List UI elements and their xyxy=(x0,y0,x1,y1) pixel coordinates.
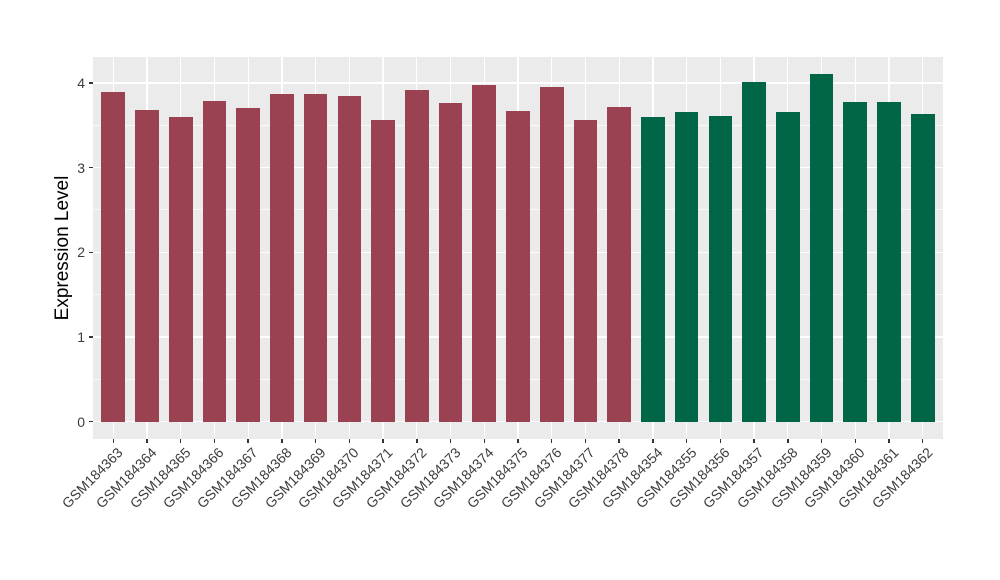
y-axis-tick-label: 4 xyxy=(77,74,85,91)
x-axis-tick-label: GSM184377 xyxy=(531,444,599,512)
bar xyxy=(809,74,834,422)
x-axis-tick xyxy=(888,439,890,443)
x-axis-tick xyxy=(483,439,485,443)
x-axis-tick xyxy=(314,439,317,443)
bar xyxy=(371,120,395,422)
x-axis-tick xyxy=(281,439,283,443)
bar xyxy=(405,90,429,422)
bar xyxy=(168,116,193,422)
x-axis-tick-label: GSM184373 xyxy=(396,444,464,512)
x-axis-tick xyxy=(719,439,722,443)
bar xyxy=(843,102,868,422)
x-axis-tick-label: GSM184354 xyxy=(598,444,666,512)
x-axis-tick-label: GSM184374 xyxy=(429,444,497,512)
x-axis-tick xyxy=(652,439,654,443)
bar xyxy=(101,92,126,422)
x-axis-tick-label: GSM184371 xyxy=(328,444,396,512)
bar xyxy=(877,102,901,422)
x-axis-tick-label: GSM184375 xyxy=(463,444,531,512)
x-axis-tick xyxy=(348,439,351,443)
x-axis-tick xyxy=(753,439,755,443)
bar xyxy=(641,116,665,422)
x-axis-tick-label: GSM184367 xyxy=(193,444,261,512)
bar xyxy=(202,101,227,422)
x-axis-tick xyxy=(179,439,182,443)
x-axis-tick xyxy=(112,439,114,443)
x-axis-tick xyxy=(551,439,553,443)
x-axis-tick-label: GSM184355 xyxy=(632,444,700,512)
x-axis-tick-label: GSM184369 xyxy=(261,444,329,512)
x-axis-tick-label: GSM184368 xyxy=(227,444,295,512)
bar xyxy=(910,114,935,422)
x-axis-tick xyxy=(584,439,587,443)
y-axis-tick-label: 1 xyxy=(77,328,85,345)
bar xyxy=(742,81,766,422)
x-axis-tick-label: GSM184366 xyxy=(160,444,228,512)
bar xyxy=(539,87,564,422)
x-axis-tick xyxy=(820,439,823,443)
bar xyxy=(135,109,159,422)
bar xyxy=(270,93,294,422)
x-axis-tick xyxy=(416,439,418,443)
bar xyxy=(337,96,362,422)
x-axis-tick xyxy=(146,439,148,443)
x-axis-tick-label: GSM184365 xyxy=(126,444,194,512)
x-axis-tick xyxy=(854,439,856,443)
x-axis-tick xyxy=(922,439,924,443)
bar xyxy=(776,111,800,422)
x-axis-tick-label: GSM184363 xyxy=(58,444,126,512)
x-axis-tick xyxy=(449,439,452,443)
plot-panel xyxy=(93,57,943,439)
x-axis-tick xyxy=(382,439,384,443)
y-axis-tick-label: 3 xyxy=(77,159,85,176)
x-axis-tick xyxy=(247,439,249,443)
x-axis-tick xyxy=(213,439,216,443)
x-axis-tick-label: GSM184357 xyxy=(699,444,767,512)
bar xyxy=(438,103,463,422)
bar xyxy=(607,106,631,422)
bar xyxy=(708,115,733,422)
y-axis-title: Expression Level xyxy=(52,175,73,321)
bar xyxy=(573,120,598,422)
x-axis-tick-label: GSM184362 xyxy=(868,444,936,512)
x-axis-tick xyxy=(517,439,519,443)
x-axis-tick-label: GSM184364 xyxy=(92,444,160,512)
x-axis-tick-label: GSM184359 xyxy=(767,444,835,512)
x-axis-tick-label: GSM184378 xyxy=(564,444,632,512)
x-axis-tick xyxy=(685,439,688,443)
x-axis-tick-label: GSM184372 xyxy=(362,444,430,512)
x-axis-tick-label: GSM184361 xyxy=(834,444,902,512)
x-axis-tick-label: GSM184370 xyxy=(295,444,362,512)
bar xyxy=(236,108,260,422)
x-axis-tick xyxy=(787,439,789,443)
x-axis-tick-label: GSM184376 xyxy=(497,444,565,512)
x-axis-tick xyxy=(618,439,620,443)
x-axis-tick-label: GSM184358 xyxy=(733,444,801,512)
y-axis-tick-label: 0 xyxy=(77,413,85,430)
bar xyxy=(303,93,328,422)
bar xyxy=(674,111,699,422)
x-axis-tick-label: GSM184360 xyxy=(801,444,868,512)
bar xyxy=(506,110,530,422)
x-axis-tick-label: GSM184356 xyxy=(666,444,733,512)
bar xyxy=(472,85,497,422)
